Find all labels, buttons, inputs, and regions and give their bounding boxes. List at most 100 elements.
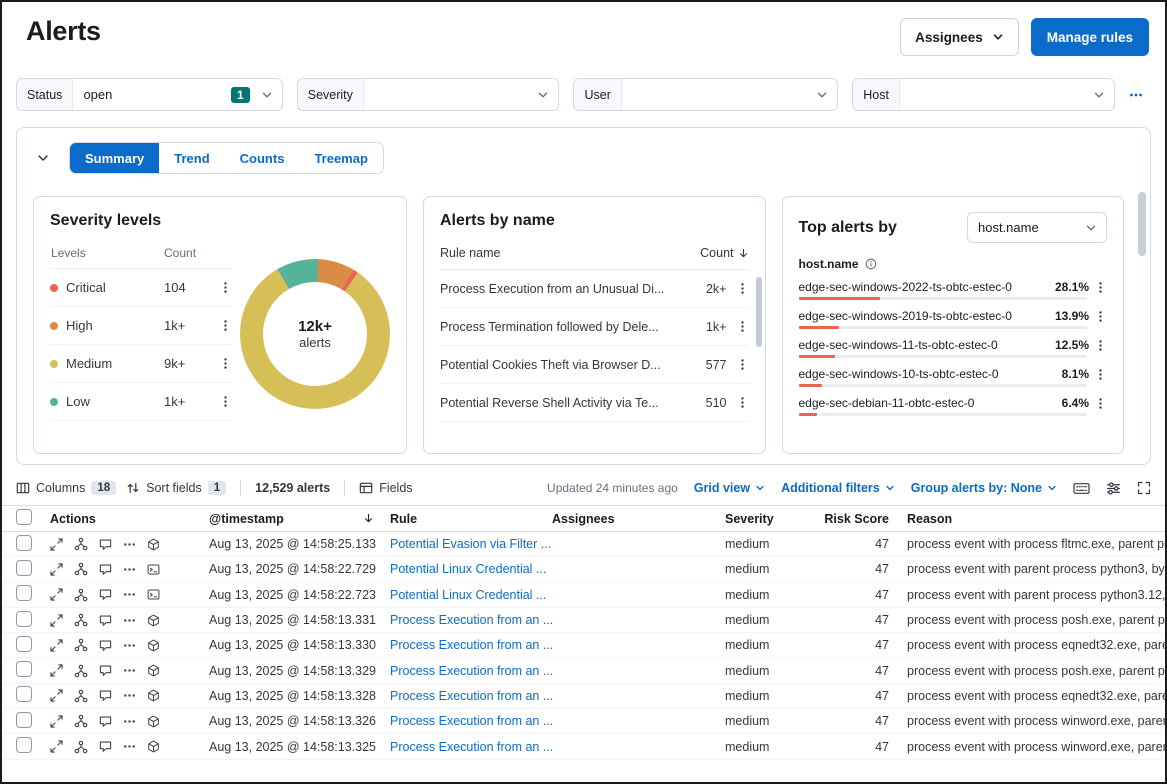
fullscreen-icon[interactable] [1137,481,1151,495]
rule-link[interactable]: Process Execution from an ... [390,739,552,754]
analyze-event-icon[interactable] [74,714,88,728]
col-risk-score[interactable]: Risk Score [824,511,889,526]
additional-filters-dropdown[interactable]: Additional filters [781,481,895,495]
host-name-link[interactable]: edge-sec-debian-11-obtc-estec-0 [798,396,975,410]
severity-filter[interactable]: Severity [296,78,560,111]
row-checkbox[interactable] [16,635,32,652]
fields-button[interactable]: Fields [359,481,413,495]
tab-counts[interactable]: Counts [224,143,300,173]
row-menu-icon[interactable] [1089,397,1107,410]
cube-icon[interactable] [147,538,160,551]
analyze-event-icon[interactable] [74,689,88,703]
row-menu-icon[interactable] [1089,339,1107,352]
count-col-header[interactable]: Count [683,246,749,260]
row-menu-icon[interactable] [727,358,749,371]
assignees-button[interactable]: Assignees [900,18,1019,56]
expand-alert-icon[interactable] [50,588,63,601]
col-timestamp[interactable]: @timestamp [209,512,390,526]
analyze-event-icon[interactable] [74,588,88,602]
host-name-link[interactable]: edge-sec-windows-2019-ts-obtc-estec-0 [798,309,1012,323]
rule-link[interactable]: Process Execution from an ... [390,663,552,678]
row-checkbox[interactable] [16,559,32,576]
keyboard-shortcuts-icon[interactable] [1073,481,1090,496]
add-note-icon[interactable] [99,538,112,551]
row-checkbox[interactable] [16,686,32,703]
analyze-event-icon[interactable] [74,664,88,678]
row-menu-icon[interactable] [1089,281,1107,294]
collapse-charts-chevron-icon[interactable] [33,147,53,169]
row-menu-icon[interactable] [216,281,232,294]
rule-link[interactable]: Process Execution from an ... [390,714,552,729]
host-name-link[interactable]: edge-sec-windows-2022-ts-obtc-estec-0 [798,280,1012,294]
sort-fields-button[interactable]: Sort fields 1 [126,481,227,495]
host-filter[interactable]: Host [852,78,1115,111]
scrollbar-thumb[interactable] [755,277,762,347]
info-icon[interactable] [865,258,877,270]
host-name-link[interactable]: edge-sec-windows-10-ts-obtc-estec-0 [798,367,999,381]
add-note-icon[interactable] [99,740,112,753]
analyze-event-icon[interactable] [74,638,88,652]
add-note-icon[interactable] [99,563,112,576]
row-menu-icon[interactable] [1089,310,1107,323]
rule-link[interactable]: Process Execution from an ... [390,638,552,653]
rule-link[interactable]: Process Execution from an ... [390,688,552,703]
add-note-icon[interactable] [99,664,112,677]
more-actions-icon[interactable] [123,664,136,677]
row-checkbox[interactable] [16,534,32,551]
rule-link[interactable]: Potential Linux Credential ... [390,562,547,577]
row-menu-icon[interactable] [727,396,749,409]
cube-icon[interactable] [147,715,160,728]
row-checkbox[interactable] [16,711,32,728]
row-checkbox[interactable] [16,585,32,602]
more-actions-icon[interactable] [123,588,136,601]
more-actions-icon[interactable] [123,614,136,627]
row-menu-icon[interactable] [727,282,749,295]
row-checkbox[interactable] [16,610,32,627]
columns-button[interactable]: Columns 18 [16,481,117,495]
more-actions-icon[interactable] [123,639,136,652]
analyze-event-icon[interactable] [74,740,88,754]
row-menu-icon[interactable] [216,357,232,370]
group-alerts-dropdown[interactable]: Group alerts by: None [911,481,1057,495]
add-note-icon[interactable] [99,715,112,728]
grid-view-dropdown[interactable]: Grid view [694,481,765,495]
add-note-icon[interactable] [99,588,112,601]
row-menu-icon[interactable] [216,395,232,408]
scrollbar-thumb[interactable] [1138,192,1146,256]
more-actions-icon[interactable] [123,715,136,728]
analyze-event-icon[interactable] [74,562,88,576]
analyze-event-icon[interactable] [74,537,88,551]
analyze-event-icon[interactable] [74,613,88,627]
user-filter[interactable]: User [573,78,839,111]
expand-alert-icon[interactable] [50,613,63,627]
cube-icon[interactable] [147,664,160,677]
add-note-icon[interactable] [99,689,112,702]
add-note-icon[interactable] [99,639,112,652]
row-menu-icon[interactable] [216,319,232,332]
more-actions-icon[interactable] [123,563,136,576]
expand-alert-icon[interactable] [50,715,63,728]
row-menu-icon[interactable] [1089,368,1107,381]
terminal-icon[interactable] [147,563,160,576]
more-filter-options-icon[interactable] [1129,88,1143,102]
terminal-icon[interactable] [147,588,160,601]
expand-alert-icon[interactable] [50,740,63,753]
cube-icon[interactable] [147,689,160,702]
more-actions-icon[interactable] [123,740,136,753]
status-filter[interactable]: Status open 1 [16,78,283,111]
expand-alert-icon[interactable] [50,664,63,677]
host-name-link[interactable]: edge-sec-windows-11-ts-obtc-estec-0 [798,338,998,352]
expand-alert-icon[interactable] [50,538,63,551]
more-actions-icon[interactable] [123,538,136,551]
manage-rules-button[interactable]: Manage rules [1030,18,1149,56]
col-reason[interactable]: Reason [907,511,953,526]
row-checkbox[interactable] [16,737,32,754]
col-severity[interactable]: Severity [725,511,774,526]
top-alerts-field-selector[interactable]: host.name [967,212,1107,243]
row-menu-icon[interactable] [727,320,749,333]
display-options-icon[interactable] [1106,481,1121,496]
tab-trend[interactable]: Trend [159,143,225,173]
cube-icon[interactable] [147,740,160,753]
col-assignees[interactable]: Assignees [552,511,615,526]
row-checkbox[interactable] [16,661,32,678]
